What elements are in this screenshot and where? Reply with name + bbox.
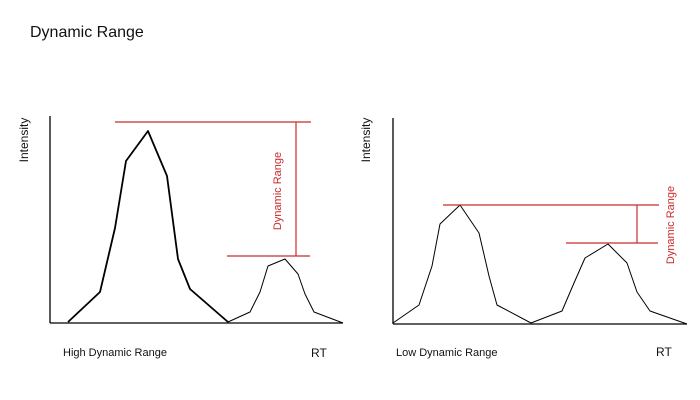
first-peak-curve	[392, 204, 532, 324]
x-axis-label: RT	[656, 345, 672, 359]
panel-high-dynamic-range: Dynamic Range Intensity RT High Dynamic …	[17, 116, 344, 360]
dynamic-range-label: Dynamic Range	[272, 152, 284, 230]
second-peak-curve	[530, 243, 688, 325]
panel-low-dynamic-range: Dynamic Range Intensity RT Low Dynamic R…	[359, 118, 688, 359]
small-peak-curve	[227, 258, 344, 324]
large-peak-curve	[67, 130, 229, 323]
x-axis-label: RT	[311, 346, 327, 360]
panel-caption: High Dynamic Range	[63, 347, 167, 359]
panel-caption: Low Dynamic Range	[396, 347, 498, 359]
y-axis-label: Intensity	[17, 118, 31, 163]
page-title: Dynamic Range	[30, 24, 144, 41]
y-axis-label: Intensity	[359, 118, 373, 163]
dynamic-range-label: Dynamic Range	[665, 186, 677, 264]
